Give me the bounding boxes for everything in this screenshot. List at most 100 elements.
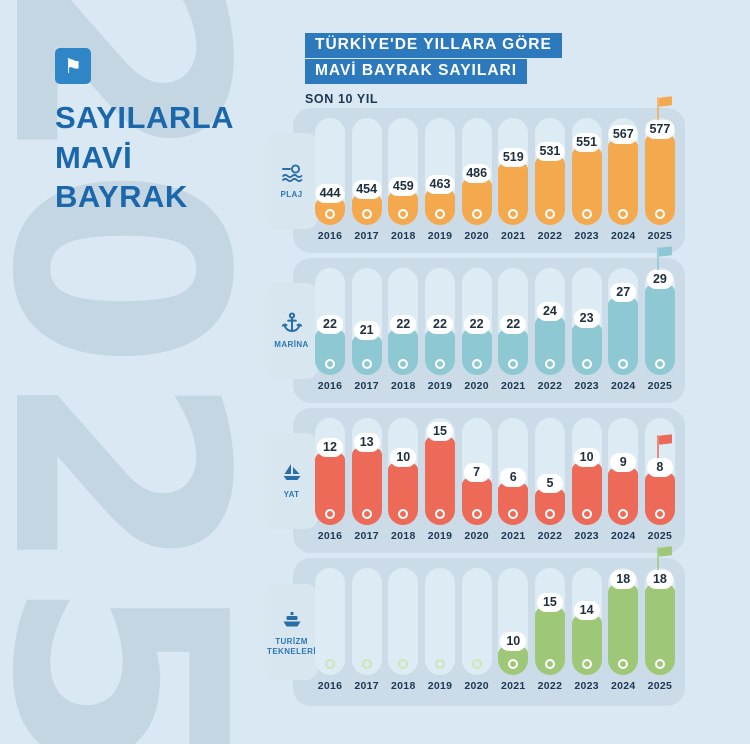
bar-base-dot xyxy=(508,209,519,219)
year-label: 2017 xyxy=(354,380,379,392)
year-label: 2016 xyxy=(317,230,343,242)
year-label: 2020 xyxy=(464,530,489,542)
value-label: 10 xyxy=(500,632,527,652)
bar-base-dot xyxy=(471,209,482,219)
year-label: 2021 xyxy=(501,680,526,692)
bar-base-dot xyxy=(654,209,665,219)
value-label: 486 xyxy=(462,164,492,184)
bar-column-2018: 10 2018 xyxy=(388,418,419,548)
bar-base-dot xyxy=(434,359,445,369)
bar-column-2024: 567 2024 xyxy=(608,118,639,248)
year-label: 2019 xyxy=(427,680,453,692)
bar-base-dot xyxy=(325,209,335,219)
chart-panel-turizm-tekneleri: TURİZM TEKNELERİ 2016 2017 2018 2019 2020 10 2… xyxy=(265,546,685,706)
bar-track: 551 xyxy=(571,118,602,225)
year-label: 2019 xyxy=(427,230,453,242)
bar-track: 567 xyxy=(608,118,639,225)
bar-column-2020: 486 2020 xyxy=(461,118,492,248)
bar-column-2022: 531 2022 xyxy=(534,118,565,248)
bar-column-2023: 23 2023 xyxy=(571,268,602,398)
value-label: 459 xyxy=(388,177,418,197)
bar-base-dot xyxy=(471,509,482,519)
bar-column-2017: 21 2017 xyxy=(351,268,382,398)
value-label: 22 xyxy=(426,315,453,335)
columns: 12 2016 13 2017 10 2018 15 2019 7 2020 6 2021 5 2022 1… xyxy=(315,418,675,548)
bar-column-2017: 454 2017 xyxy=(351,118,382,248)
year-label: 2023 xyxy=(574,230,599,242)
value-label: 551 xyxy=(572,132,602,152)
bar-column-2018: 2018 xyxy=(388,568,419,701)
bar-fill xyxy=(351,336,382,375)
bar-base-dot xyxy=(325,359,335,369)
bar-base-dot xyxy=(544,509,555,519)
chart-panel-marina: MARİNA 22 2016 21 2017 22 2018 22 2019 22 2020 22 2… xyxy=(265,246,685,403)
bar-base-dot xyxy=(581,509,592,519)
year-label: 2016 xyxy=(317,380,343,392)
bar-track xyxy=(315,568,345,675)
value-label: 519 xyxy=(498,148,528,168)
beach-sun-waves-icon xyxy=(281,164,302,183)
year-label: 2025 xyxy=(647,230,673,242)
bar-base-dot xyxy=(544,359,555,369)
category-label: PLAJ xyxy=(280,190,303,199)
bar-column-2016: 444 2016 xyxy=(315,118,345,248)
year-label: 2019 xyxy=(427,380,453,392)
columns: 22 2016 21 2017 22 2018 22 2019 22 2020 22 2021 24 20… xyxy=(315,246,675,398)
bar-base-dot xyxy=(361,209,372,219)
category-tab-turizm-tekneleri: TURİZM TEKNELERİ xyxy=(265,584,318,680)
bar-track: 10 xyxy=(498,568,529,675)
page-title-line: SAYILARLA xyxy=(55,100,235,135)
bar-track: 531 xyxy=(534,118,565,225)
year-label: 2025 xyxy=(647,530,673,542)
page-title-line: BAYRAK xyxy=(55,179,188,215)
bar-base-dot xyxy=(618,359,629,369)
category-label: TURİZM TEKNELERİ xyxy=(267,636,316,656)
value-label: 14 xyxy=(573,601,600,621)
bar-track: 8 xyxy=(644,418,675,525)
year-label: 2017 xyxy=(354,230,379,242)
value-label: 24 xyxy=(536,302,563,322)
bar-track: 27 xyxy=(608,268,639,375)
year-label: 2018 xyxy=(391,230,416,242)
bar-track xyxy=(424,568,455,675)
bar-base-dot xyxy=(361,509,372,519)
bar-track: 23 xyxy=(571,268,602,375)
category-tab-marina: MARİNA xyxy=(265,282,318,379)
empty-base-dot xyxy=(471,659,482,669)
value-label: 15 xyxy=(536,593,563,613)
year-label: 2024 xyxy=(610,380,636,392)
year-label: 2018 xyxy=(391,380,416,392)
bar-column-2025: 577 2025 xyxy=(644,96,675,248)
bar-base-dot xyxy=(434,209,445,219)
bar-track: 21 xyxy=(351,268,382,375)
bar-track: 454 xyxy=(351,118,382,225)
empty-base-dot xyxy=(434,659,445,669)
value-label: 531 xyxy=(535,142,565,162)
bar-track: 6 xyxy=(498,418,529,525)
value-label: 7 xyxy=(463,463,490,483)
value-label: 444 xyxy=(315,184,345,204)
bar-column-2025: 18 2025 xyxy=(644,546,675,701)
bar-track: 12 xyxy=(315,418,345,525)
bar-column-2021: 10 2021 xyxy=(498,568,529,701)
bar-track: 18 xyxy=(608,568,639,675)
bar-track: 22 xyxy=(424,268,455,375)
category-label: MARİNA xyxy=(274,340,309,349)
value-label: 463 xyxy=(425,175,455,195)
bar-base-dot xyxy=(618,209,629,219)
bar-base-dot xyxy=(398,509,409,519)
bar-column-2018: 22 2018 xyxy=(388,268,419,398)
bar-column-2021: 519 2021 xyxy=(498,118,529,248)
value-label: 9 xyxy=(610,453,637,473)
bar-column-2023: 14 2023 xyxy=(571,568,602,701)
bar-track: 519 xyxy=(498,118,529,225)
milestone-flag-icon xyxy=(656,434,673,460)
bar-base-dot xyxy=(654,659,665,669)
empty-base-dot xyxy=(325,659,335,669)
bar-column-2022: 15 2022 xyxy=(534,568,565,701)
bar-column-2019: 22 2019 xyxy=(424,268,455,398)
bar-base-dot xyxy=(361,359,372,369)
tour-boat-icon xyxy=(283,611,300,626)
bar-base-dot xyxy=(581,659,592,669)
bar-track: 5 xyxy=(534,418,565,525)
